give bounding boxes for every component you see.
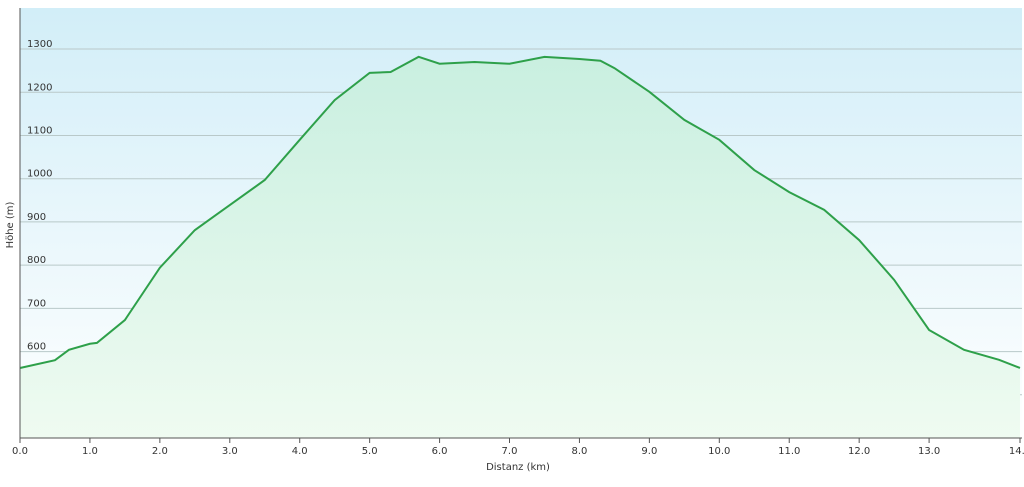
y-tick-label: 900 <box>27 212 46 223</box>
x-axis-label: Distanz (km) <box>486 462 550 473</box>
x-tick-label: 10.0 <box>708 446 730 457</box>
x-tick-label: 13.0 <box>918 446 940 457</box>
y-tick-label: 700 <box>27 298 46 309</box>
y-tick-label: 1200 <box>27 82 52 93</box>
x-tick-label: 3.0 <box>222 446 238 457</box>
x-tick-label: 6.0 <box>432 446 448 457</box>
x-tick-label: 2.0 <box>152 446 168 457</box>
x-tick-label: 9.0 <box>641 446 657 457</box>
x-tick-label: 5.0 <box>362 446 378 457</box>
area-fill <box>20 56 1020 439</box>
y-tick-label: 1000 <box>27 169 52 180</box>
elevation-line <box>19 55 1021 369</box>
x-tick-label: 12.0 <box>848 446 870 457</box>
x-tick-label: 8.0 <box>571 446 587 457</box>
x-tick-label: 11.0 <box>778 446 800 457</box>
y-tick-label: 1100 <box>27 125 52 136</box>
x-tick-label: 7.0 <box>502 446 518 457</box>
y-tick-label: 800 <box>27 255 46 266</box>
x-tick-label: 0.0 <box>12 446 28 457</box>
y-tick-label: 1300 <box>27 39 52 50</box>
x-tick-label: 14.3 <box>1009 446 1024 457</box>
x-tick-label: 4.0 <box>292 446 308 457</box>
y-axis-label: Höhe (m) <box>5 201 16 248</box>
x-tick-label: 1.0 <box>82 446 98 457</box>
y-tick-label: 600 <box>27 342 46 353</box>
